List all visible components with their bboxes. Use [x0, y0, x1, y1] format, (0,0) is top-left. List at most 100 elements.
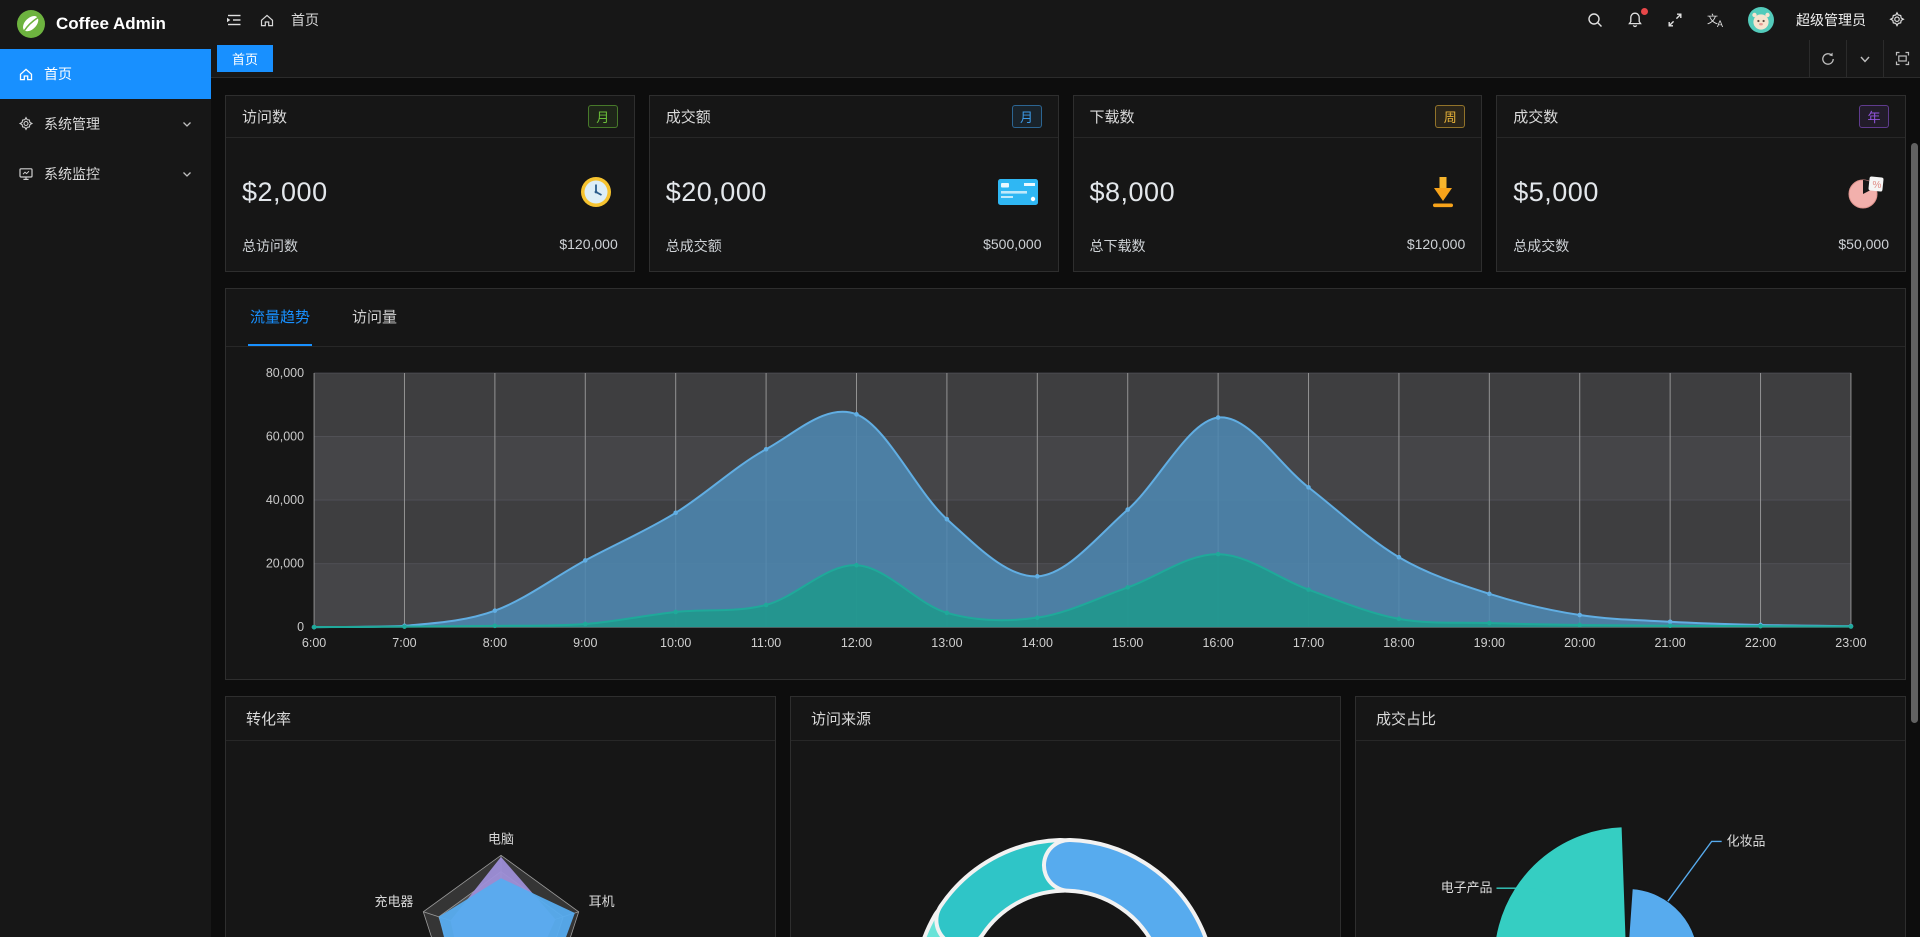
- menu-fold-icon[interactable]: [225, 11, 243, 29]
- maximize-icon[interactable]: [1883, 40, 1920, 77]
- stat-footer-value: $500,000: [983, 236, 1042, 252]
- stat-value: $8,000: [1089, 176, 1176, 207]
- conversion-radar-chart: 电脑耳机 充电器: [226, 741, 775, 937]
- deal-share-card: 成交占比 化妆品电子产品: [1355, 696, 1906, 937]
- svg-text:19:00: 19:00: [1474, 636, 1505, 650]
- search-icon[interactable]: [1586, 11, 1604, 29]
- sidebar-item-system-management[interactable]: 系统管理: [0, 99, 211, 149]
- svg-text:文: 文: [1707, 12, 1718, 26]
- credit-card-icon: [996, 174, 1040, 210]
- traffic-trend-card: 流量趋势 访问量 0 20,000 40,000 60,000 80,000 6:00 7:…: [225, 288, 1906, 681]
- svg-text:80,000: 80,000: [266, 366, 304, 380]
- notification-dot: [1641, 8, 1648, 15]
- page-content: 访问数 月 $2,000 总访问数 $120,000 成交额 月: [211, 78, 1920, 937]
- svg-text:电脑: 电脑: [488, 832, 514, 847]
- bottom-row: 转化率 电脑 耳机 充电器 访问来源 成交占比 化妆品 电子产品: [225, 696, 1906, 937]
- monitor-icon: [18, 166, 34, 182]
- stat-footer-label: 总下载数: [1089, 238, 1146, 254]
- sidebar-item-system-monitor[interactable]: 系统监控: [0, 149, 211, 199]
- trend-tabs: 流量趋势 访问量: [226, 289, 1905, 347]
- deal-share-pie-chart: 化妆品电子产品: [1356, 741, 1905, 937]
- svg-text:14:00: 14:00: [1022, 636, 1053, 650]
- stat-card-turnover: 成交额 月 $20,000 总成交额 $500,000: [648, 95, 1059, 272]
- svg-text:0: 0: [297, 620, 304, 634]
- svg-text:8:00: 8:00: [483, 636, 507, 650]
- stat-title: 成交数: [1513, 109, 1559, 126]
- pie-icon: %: [1845, 172, 1887, 212]
- visit-source-card: 访问来源: [790, 696, 1341, 937]
- stat-card-downloads: 下载数 周 $8,000 总下载数 $120,000: [1072, 95, 1483, 272]
- sidebar-item-home[interactable]: 首页: [0, 49, 211, 99]
- visit-source-donut-chart: [791, 741, 1340, 937]
- svg-text:13:00: 13:00: [931, 636, 962, 650]
- gear-icon: [18, 116, 34, 132]
- svg-text:20:00: 20:00: [1564, 636, 1595, 650]
- scrollbar-thumb[interactable]: [1911, 143, 1918, 723]
- home-icon: [18, 66, 34, 82]
- brand-title: Coffee Admin: [56, 14, 166, 33]
- svg-text:16:00: 16:00: [1202, 636, 1233, 650]
- svg-text:18:00: 18:00: [1383, 636, 1414, 650]
- chevron-down-icon[interactable]: [1846, 40, 1883, 77]
- svg-text:6:00: 6:00: [302, 636, 326, 650]
- stat-footer-label: 总成交额: [665, 238, 722, 254]
- stat-footer-label: 总成交数: [1513, 238, 1570, 254]
- sidebar-item-label: 系统管理: [44, 116, 100, 132]
- stat-card-deals: 成交数 年 $5,000 % 总成交数 $50,000: [1496, 95, 1906, 272]
- stat-title: 下载数: [1089, 109, 1135, 126]
- clock-icon: [576, 172, 616, 212]
- period-badge: 月: [1011, 105, 1042, 128]
- brand-logo-bar[interactable]: Coffee Admin: [0, 0, 211, 48]
- sidebar-item-label: 首页: [44, 66, 72, 82]
- svg-text:21:00: 21:00: [1654, 636, 1685, 650]
- card-title: 成交占比: [1356, 697, 1905, 742]
- stats-row: 访问数 月 $2,000 总访问数 $120,000 成交额 月: [225, 95, 1906, 272]
- sidebar-item-label: 系统监控: [44, 166, 100, 182]
- stat-value: $5,000: [1513, 176, 1599, 207]
- svg-text:9:00: 9:00: [573, 636, 597, 650]
- sidebar-menu: 首页 系统管理 系统监控: [0, 49, 211, 199]
- svg-text:20,000: 20,000: [266, 557, 304, 571]
- svg-text:10:00: 10:00: [660, 636, 691, 650]
- svg-text:12:00: 12:00: [841, 636, 872, 650]
- tab-home[interactable]: 首页: [217, 45, 274, 72]
- avatar[interactable]: [1748, 7, 1774, 33]
- period-badge: 年: [1859, 105, 1889, 128]
- card-title: 访问来源: [791, 697, 1340, 742]
- refresh-icon[interactable]: [1809, 40, 1846, 77]
- svg-text:A: A: [1717, 19, 1723, 29]
- svg-text:60,000: 60,000: [266, 430, 304, 444]
- svg-text:化妆品: 化妆品: [1727, 834, 1766, 849]
- fullscreen-icon[interactable]: [1666, 11, 1684, 29]
- svg-text:7:00: 7:00: [392, 636, 416, 650]
- svg-text:耳机: 耳机: [589, 894, 615, 909]
- tab-visits[interactable]: 访问量: [352, 309, 398, 326]
- bell-icon[interactable]: [1626, 8, 1648, 29]
- stat-footer-value: $120,000: [1406, 236, 1466, 252]
- username[interactable]: 超级管理员: [1796, 12, 1866, 28]
- svg-text:充电器: 充电器: [375, 894, 414, 909]
- period-badge: 周: [1435, 105, 1466, 128]
- coffee-admin-leaf-logo-icon: [16, 9, 46, 39]
- stat-title: 访问数: [242, 109, 288, 126]
- tab-bar: 首页: [211, 40, 1920, 78]
- svg-text:电子产品: 电子产品: [1441, 880, 1493, 895]
- svg-text:%: %: [1873, 180, 1882, 191]
- chevron-down-icon: [181, 118, 193, 130]
- gear-icon[interactable]: [1888, 11, 1906, 29]
- breadcrumb-home-icon[interactable]: [259, 12, 275, 28]
- sidebar: Coffee Admin 首页 系统管理 系统监控: [0, 0, 211, 937]
- period-badge: 月: [587, 105, 618, 128]
- stat-value: $2,000: [242, 176, 328, 207]
- breadcrumb[interactable]: 首页: [291, 12, 319, 28]
- stat-footer-value: $50,000: [1838, 236, 1889, 252]
- chevron-down-icon: [181, 168, 193, 180]
- stat-footer-label: 总访问数: [242, 238, 298, 254]
- tab-traffic-trend[interactable]: 流量趋势: [248, 289, 313, 346]
- svg-text:17:00: 17:00: [1293, 636, 1324, 650]
- svg-text:23:00: 23:00: [1835, 636, 1866, 650]
- stat-card-visits: 访问数 月 $2,000 总访问数 $120,000: [225, 95, 635, 272]
